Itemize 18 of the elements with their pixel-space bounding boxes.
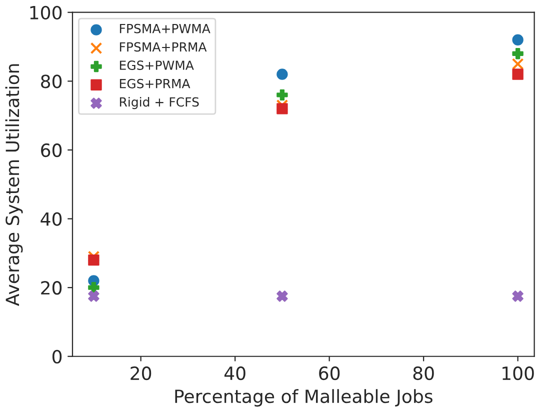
- x-tick-label: 40: [224, 366, 246, 380]
- x-tick-label: 20: [130, 366, 152, 380]
- y-axis-title: Average System Utilization: [5, 64, 23, 306]
- legend-label: FPSMA+PRMA: [120, 42, 207, 52]
- y-tick-label: 0: [52, 350, 62, 364]
- x-tick-label: 60: [319, 366, 340, 380]
- legend-label: EGS+PRMA: [120, 78, 190, 88]
- legend-label: FPSMA+PWMA: [120, 24, 210, 34]
- y-tick-label: 100: [30, 6, 62, 20]
- x-axis-title: Percentage of Malleable Jobs: [175, 389, 432, 407]
- y-tick-label: 80: [41, 74, 62, 88]
- legend-label: Rigid + FCFS: [120, 97, 199, 110]
- legend-label: EGS+PWMA: [120, 60, 194, 70]
- y-tick-label: 20: [41, 281, 62, 295]
- y-tick-label: 60: [41, 143, 62, 158]
- y-tick-label: 40: [40, 212, 62, 226]
- x-tick-label: 100: [502, 366, 534, 380]
- x-tick-label: 80: [413, 366, 434, 380]
